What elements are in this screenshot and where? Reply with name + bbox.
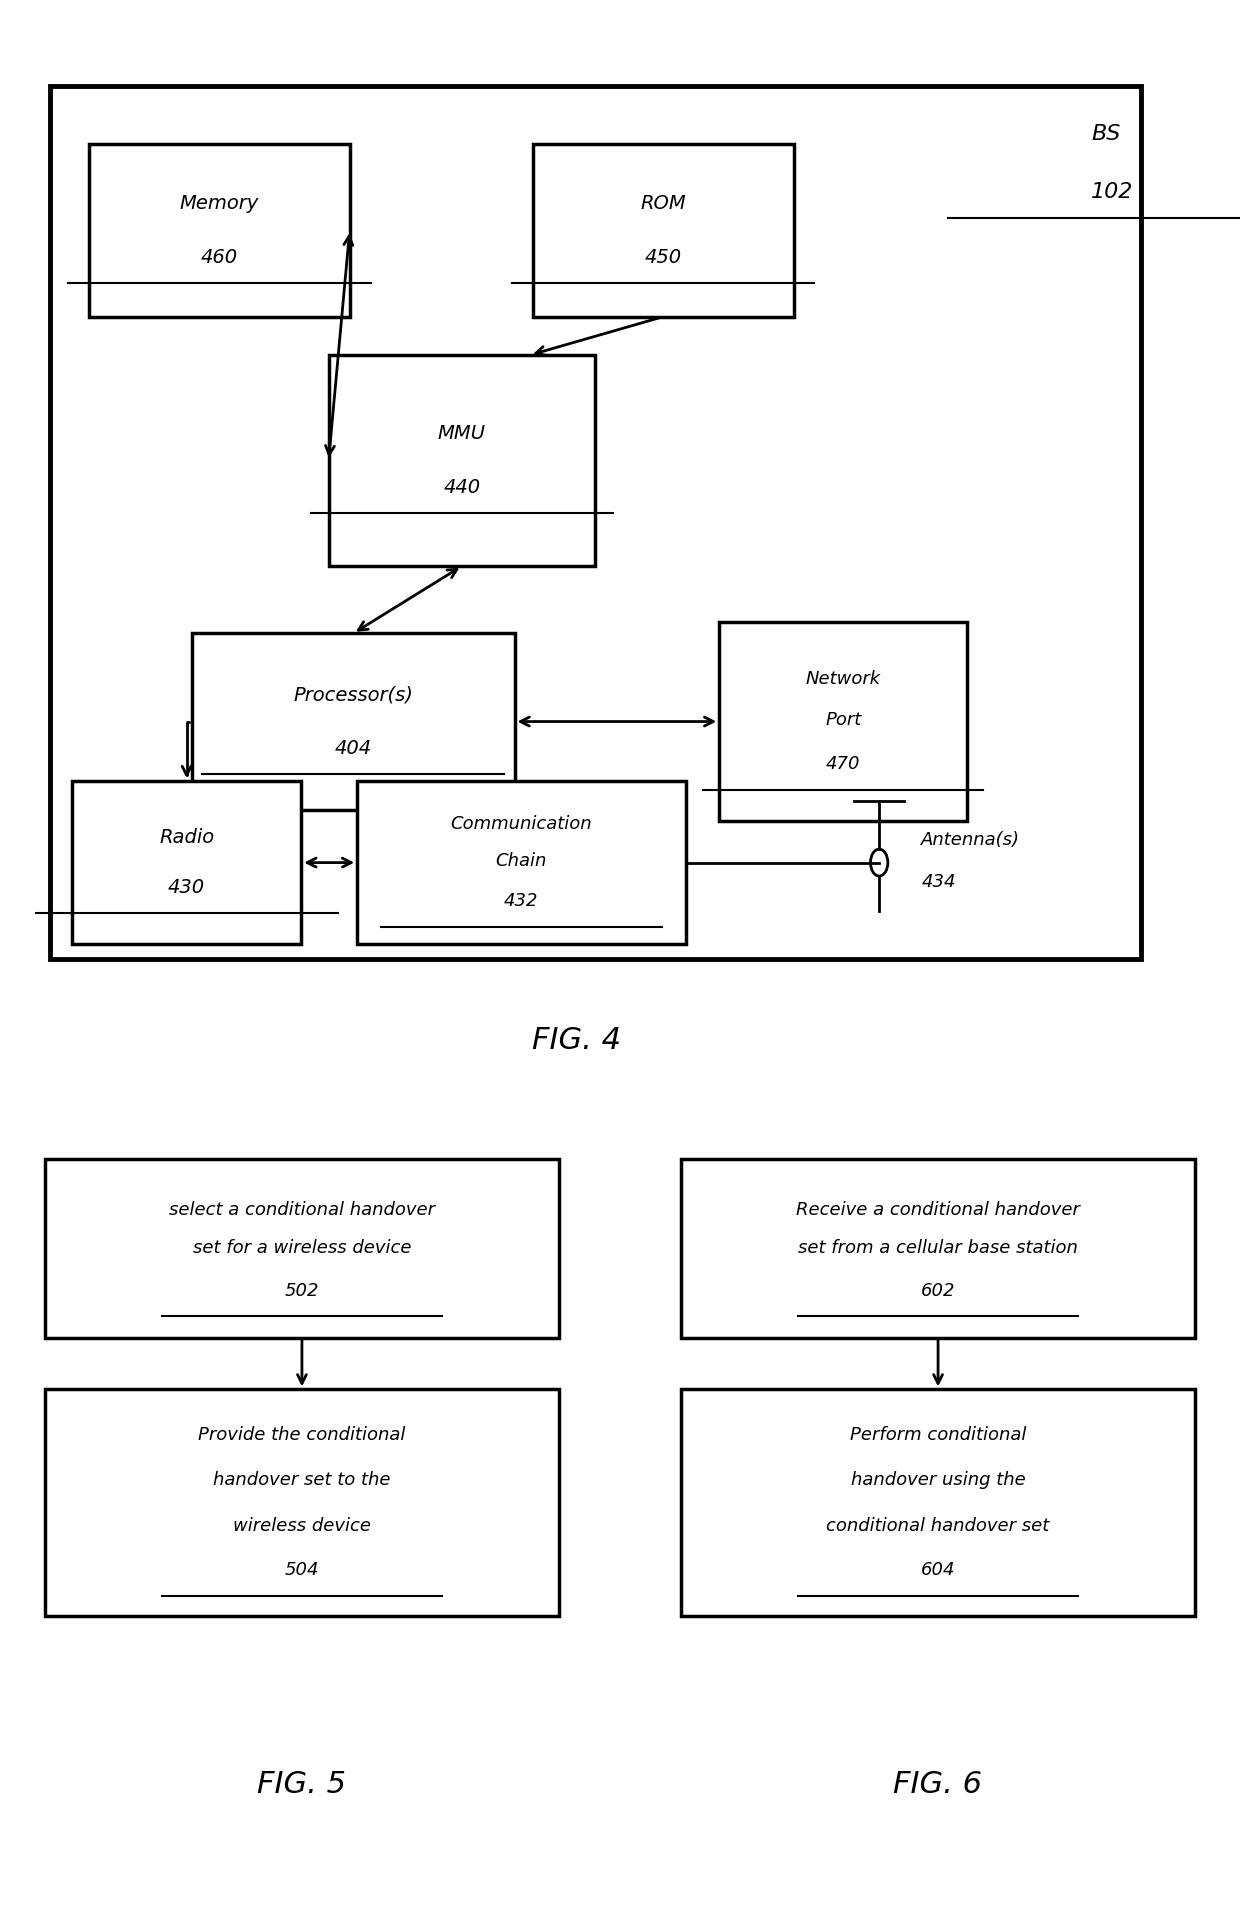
Text: 504: 504 [285,1560,319,1579]
Text: set for a wireless device: set for a wireless device [192,1240,412,1257]
Text: 432: 432 [505,892,538,910]
Text: Network: Network [806,670,880,689]
Text: wireless device: wireless device [233,1516,371,1535]
Text: FIG. 6: FIG. 6 [893,1769,982,1800]
FancyBboxPatch shape [329,355,595,566]
Text: Provide the conditional: Provide the conditional [198,1426,405,1445]
FancyBboxPatch shape [45,1389,559,1616]
Text: 434: 434 [921,873,956,890]
FancyBboxPatch shape [192,633,515,810]
FancyBboxPatch shape [719,622,967,821]
Text: BS: BS [1091,125,1121,144]
Text: 404: 404 [335,739,372,758]
Text: set from a cellular base station: set from a cellular base station [799,1240,1078,1257]
Text: Perform conditional: Perform conditional [849,1426,1027,1445]
Text: select a conditional handover: select a conditional handover [169,1201,435,1219]
Text: 430: 430 [169,879,205,896]
Text: conditional handover set: conditional handover set [826,1516,1050,1535]
FancyBboxPatch shape [681,1389,1195,1616]
FancyBboxPatch shape [89,144,350,317]
Text: 102: 102 [1091,182,1133,201]
FancyBboxPatch shape [533,144,794,317]
Text: 470: 470 [826,754,861,773]
Text: Radio: Radio [159,829,215,846]
Text: MMU: MMU [438,424,486,443]
Text: 602: 602 [921,1282,955,1299]
Text: ROM: ROM [641,194,686,213]
Text: Antenna(s): Antenna(s) [921,831,1021,848]
Text: 450: 450 [645,248,682,267]
Text: 460: 460 [201,248,238,267]
Text: 440: 440 [444,478,480,497]
Text: Receive a conditional handover: Receive a conditional handover [796,1201,1080,1219]
Text: 604: 604 [921,1560,955,1579]
FancyBboxPatch shape [681,1159,1195,1338]
Text: Communication: Communication [450,816,593,833]
FancyBboxPatch shape [45,1159,559,1338]
Text: FIG. 4: FIG. 4 [532,1025,621,1055]
Text: 502: 502 [285,1282,319,1299]
Text: FIG. 5: FIG. 5 [257,1769,346,1800]
Text: Chain: Chain [496,852,547,869]
Text: handover using the: handover using the [851,1470,1025,1489]
Text: Port: Port [825,710,862,729]
Text: handover set to the: handover set to the [213,1470,391,1489]
FancyBboxPatch shape [72,781,301,944]
FancyBboxPatch shape [357,781,686,944]
Text: Processor(s): Processor(s) [294,685,413,704]
FancyBboxPatch shape [50,86,1141,960]
Text: Memory: Memory [180,194,259,213]
